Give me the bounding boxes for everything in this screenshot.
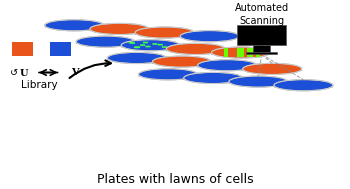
Text: Automated
Scanning: Automated Scanning [235,3,289,26]
Bar [247,48,251,57]
Text: V: V [71,68,78,77]
Ellipse shape [139,75,197,77]
Ellipse shape [107,58,166,61]
Text: $\circlearrowleft$U: $\circlearrowleft$U [8,67,30,78]
Ellipse shape [211,47,271,58]
FancyBboxPatch shape [130,42,135,44]
Ellipse shape [135,27,194,38]
Ellipse shape [184,72,243,84]
Ellipse shape [180,36,239,39]
Ellipse shape [197,66,257,68]
FancyBboxPatch shape [238,25,286,45]
Ellipse shape [166,49,225,52]
Bar [224,48,228,57]
Bar [256,48,260,57]
FancyBboxPatch shape [158,44,163,46]
Ellipse shape [90,29,149,32]
FancyBboxPatch shape [134,46,139,48]
Ellipse shape [121,40,180,51]
Ellipse shape [153,56,211,67]
FancyBboxPatch shape [140,44,145,46]
Bar [253,45,271,53]
Ellipse shape [45,26,104,28]
FancyBboxPatch shape [152,43,158,45]
Ellipse shape [166,43,225,54]
Ellipse shape [274,80,333,91]
Bar [249,48,253,57]
FancyBboxPatch shape [143,42,148,43]
Ellipse shape [153,62,211,64]
Ellipse shape [229,82,288,84]
FancyBboxPatch shape [12,42,33,56]
Ellipse shape [139,69,197,80]
FancyBboxPatch shape [135,46,140,48]
FancyBboxPatch shape [162,46,167,48]
Bar [246,52,278,54]
Ellipse shape [90,23,149,35]
Ellipse shape [197,60,257,71]
FancyBboxPatch shape [50,42,71,56]
FancyBboxPatch shape [145,46,150,47]
Bar [240,48,244,57]
Ellipse shape [121,46,180,48]
Ellipse shape [76,42,135,44]
Ellipse shape [211,53,271,55]
Ellipse shape [184,78,243,81]
Ellipse shape [243,69,302,72]
Ellipse shape [45,20,104,31]
Ellipse shape [229,76,288,87]
Ellipse shape [107,52,166,64]
Ellipse shape [243,63,302,74]
Bar [237,48,240,57]
Ellipse shape [135,33,194,35]
Text: Plates with lawns of cells: Plates with lawns of cells [97,173,253,186]
Ellipse shape [274,85,333,88]
FancyBboxPatch shape [128,42,133,43]
Text: Library: Library [21,80,58,90]
Ellipse shape [76,36,135,47]
Ellipse shape [180,31,239,42]
